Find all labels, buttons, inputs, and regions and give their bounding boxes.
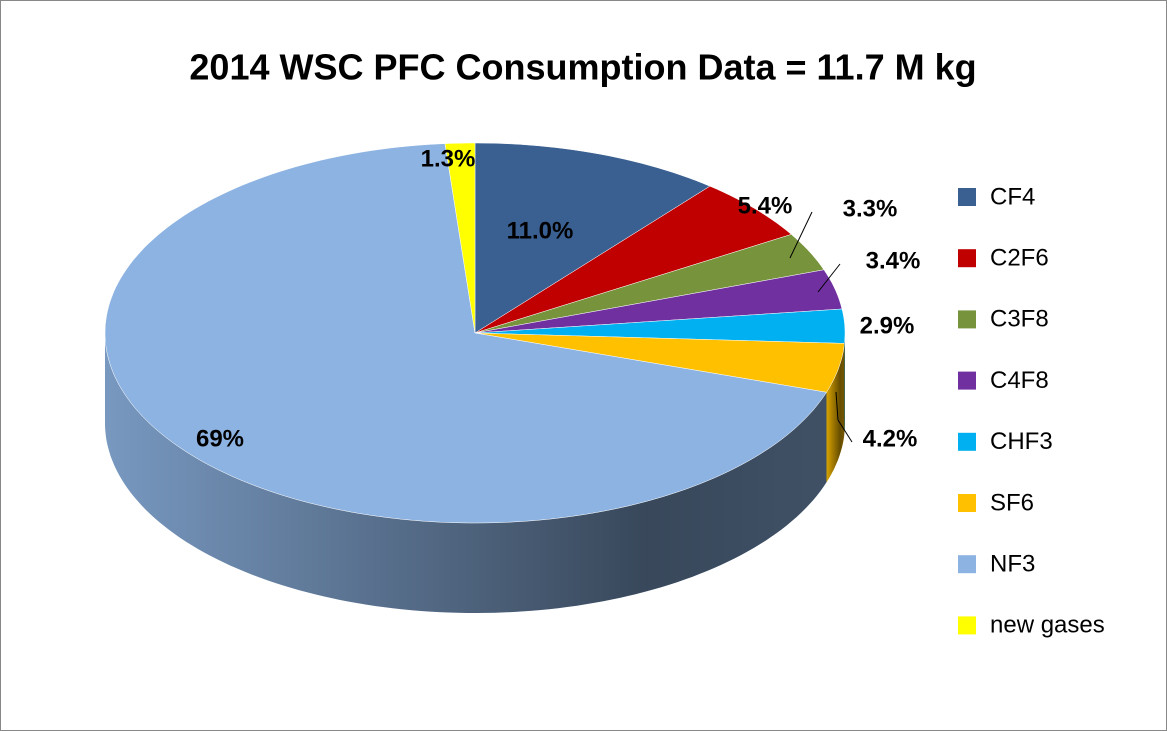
slice-side-shade	[844, 333, 845, 434]
slice-side-shade	[826, 343, 845, 483]
legend-label: C2F6	[990, 245, 1049, 272]
leader-line	[837, 419, 853, 443]
pie-tops	[104, 142, 846, 524]
slice	[474, 332, 845, 393]
legend: CF4 C2F6 C3F8 C4F8 CHF3 SF6 NF3 new gases	[958, 183, 1105, 639]
legend-swatch	[958, 616, 976, 635]
legend-swatch	[958, 371, 976, 390]
leader-line	[835, 391, 839, 421]
legend-label: SF6	[990, 489, 1034, 516]
legend-swatch	[958, 555, 976, 574]
leader-line	[817, 263, 841, 293]
data-label: 5.4%	[738, 192, 793, 219]
slice	[444, 142, 476, 334]
legend-label: new gases	[990, 612, 1105, 639]
data-label: 2.9%	[860, 312, 915, 339]
data-label: 4.2%	[863, 425, 918, 452]
data-label: 1.3%	[421, 145, 476, 172]
slice	[474, 185, 792, 334]
leader-line	[789, 211, 813, 259]
legend-label: C4F8	[990, 367, 1049, 394]
legend-swatch	[958, 494, 976, 512]
legend-swatch	[958, 432, 976, 451]
data-label: 69%	[196, 425, 244, 452]
slice	[474, 234, 825, 334]
legend-label: CF4	[990, 183, 1035, 210]
slice-side-shade	[105, 333, 827, 613]
legend-swatch	[958, 310, 976, 329]
legend-label: CHF3	[990, 428, 1053, 455]
data-label: 11.0%	[507, 217, 574, 244]
slice	[474, 142, 711, 334]
pie-sides	[105, 333, 845, 613]
legend-swatch	[958, 249, 976, 268]
legend-label: NF3	[990, 551, 1035, 578]
data-label: 3.4%	[866, 247, 921, 274]
legend-label: C3F8	[990, 306, 1049, 333]
slice	[474, 308, 846, 344]
slice	[474, 269, 843, 334]
data-label: 3.3%	[843, 195, 898, 222]
slice	[104, 143, 827, 524]
chart-title: 2014 WSC PFC Consumption Data = 11.7 M k…	[189, 47, 976, 88]
data-labels: 11.0% 5.4% 3.3% 3.4% 2.9% 4.2% 69% 1.3%	[196, 145, 920, 452]
legend-swatch	[958, 188, 976, 206]
